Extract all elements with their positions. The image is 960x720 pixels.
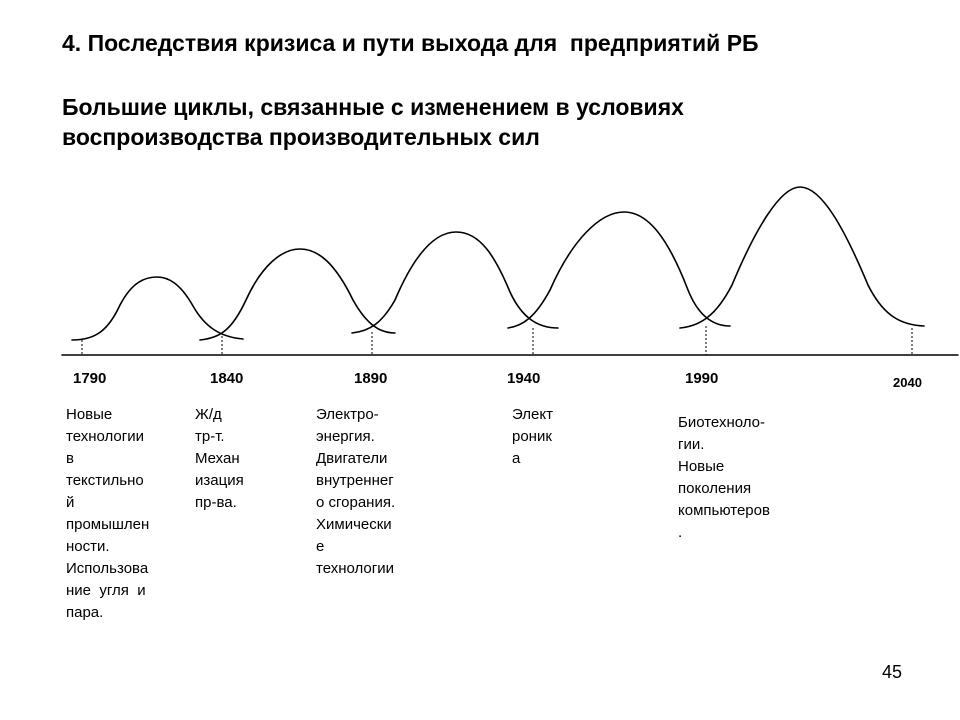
note-line: внутреннег <box>316 472 394 489</box>
innovation-note-1940: Элект роник а <box>512 404 553 470</box>
year-label: 1940 <box>507 370 541 387</box>
subtitle-line-1: Большие циклы, связанные с изменением в … <box>62 94 684 120</box>
note-line: изация <box>195 472 244 489</box>
year-label: 1790 <box>73 370 107 387</box>
note-line: гии. <box>678 436 705 453</box>
note-line: тр-т. <box>195 428 225 445</box>
note-line: Ж/д <box>195 406 222 423</box>
slide-title: 4. Последствия кризиса и пути выхода для… <box>62 30 759 56</box>
note-line: Химически <box>316 516 392 533</box>
note-line: Новые <box>66 406 113 423</box>
wave-1840-1890 <box>199 248 396 341</box>
note-line: промышлен <box>66 516 150 533</box>
slide-subtitle: Большие циклы, связанные с изменением в … <box>62 92 684 152</box>
note-line: Электро- <box>316 406 379 423</box>
note-line: Двигатели <box>316 450 388 467</box>
note-line: а <box>512 450 521 467</box>
note-line: поколения <box>678 480 752 497</box>
note-line: Использова <box>66 560 149 577</box>
wave-1940-1990 <box>507 211 731 329</box>
year-label: 1890 <box>354 370 388 387</box>
note-line: ности. <box>66 538 110 555</box>
subtitle-line-2: воспроизводства производительных сил <box>62 124 540 150</box>
note-line: ние угля и <box>66 582 146 599</box>
note-line: технологии <box>66 428 145 445</box>
note-line: пр-ва. <box>195 494 237 511</box>
note-line: в <box>66 450 74 467</box>
note-line: компьютеров <box>678 502 770 519</box>
innovation-note-1990: Биотехноло- гии. Новые поколения компьют… <box>678 412 770 544</box>
note-line: роник <box>512 428 552 445</box>
wave-1790-1840 <box>71 276 244 341</box>
innovation-note-1890: Электро- энергия. Двигатели внутреннег о… <box>316 404 395 580</box>
year-label: 1840 <box>210 370 244 387</box>
note-line: . <box>678 524 683 541</box>
note-line: технологии <box>316 560 395 577</box>
wave-1890-1940 <box>351 231 559 334</box>
wave-1990-2040 <box>679 186 925 329</box>
note-line: й <box>66 494 75 511</box>
note-line: энергия. <box>316 428 375 445</box>
innovation-note-1790: Новые технологии в текстильно й промышле… <box>66 404 149 624</box>
note-line: текстильно <box>66 472 144 489</box>
innovation-note-1840: Ж/д тр-т. Механ изация пр-ва. <box>195 404 244 514</box>
note-line: пара. <box>66 604 104 621</box>
year-label: 2040 <box>893 375 922 390</box>
note-line: Механ <box>195 450 240 467</box>
note-line: Новые <box>678 458 725 475</box>
year-label: 1990 <box>685 370 719 387</box>
note-line: Биотехноло- <box>678 414 766 431</box>
note-line: о сгорания. <box>316 494 396 511</box>
note-line: Элект <box>512 406 553 423</box>
note-line: е <box>316 538 325 555</box>
page-number: 45 <box>882 662 903 682</box>
